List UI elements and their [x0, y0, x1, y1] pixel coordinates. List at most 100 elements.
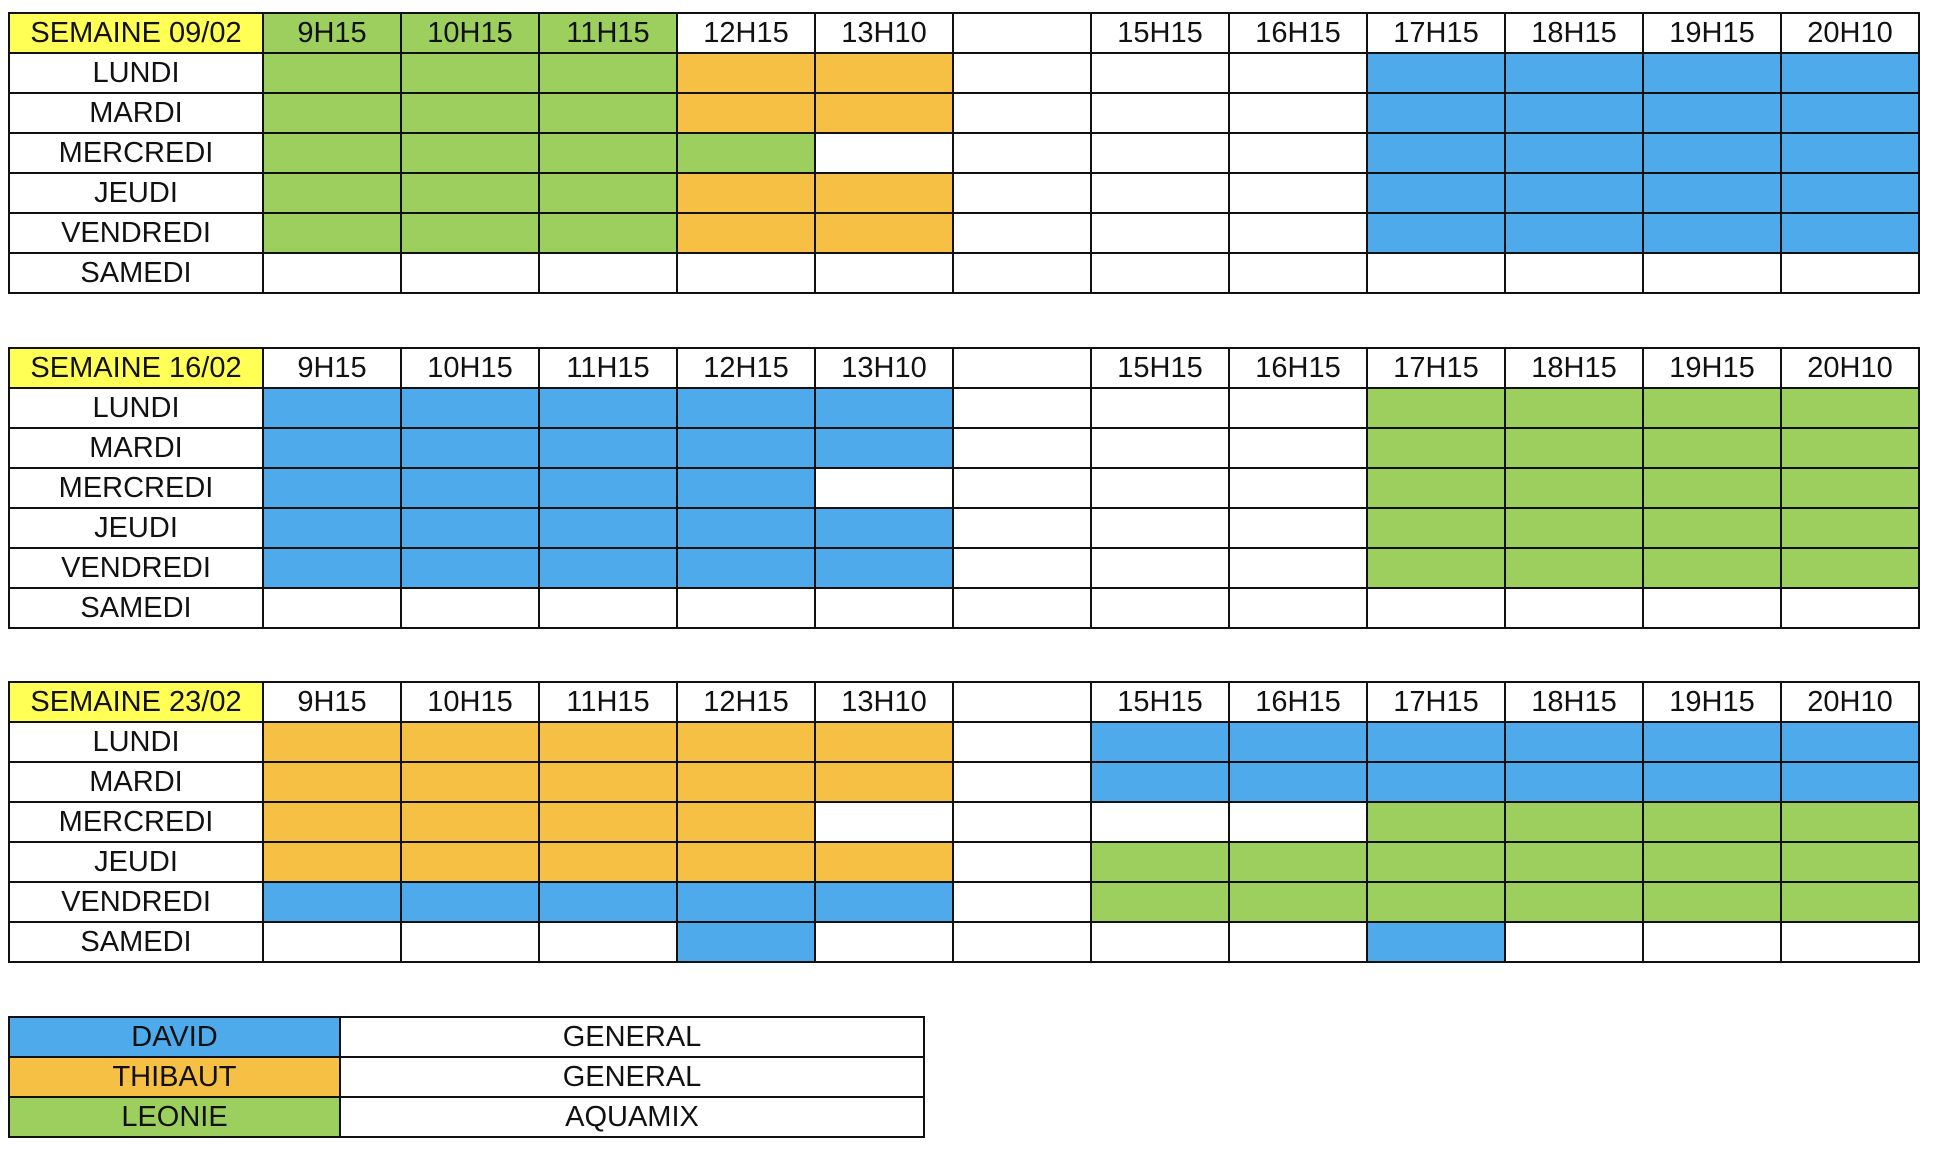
slot-cell [1780, 547, 1920, 589]
slot-cell [952, 427, 1092, 469]
day-label: SAMEDI [8, 921, 264, 963]
slot-cell [262, 841, 402, 883]
slot-cell [1090, 507, 1230, 549]
slot-cell [1090, 252, 1230, 294]
week-table: SEMAINE 09/02 9H15 10H15 11H15 12H15 13H10 15H… [8, 12, 1920, 294]
slot-cell [538, 212, 678, 254]
slot-cell [814, 52, 954, 94]
day-row: MERCREDI [8, 467, 1920, 509]
slot-cell [1642, 52, 1782, 94]
slot-cell [814, 132, 954, 174]
slot-cell [1366, 881, 1506, 923]
slot-cell [676, 427, 816, 469]
slot-cell [1780, 387, 1920, 429]
slot-cell [538, 761, 678, 803]
slot-cell [814, 921, 954, 963]
slot-cell [262, 427, 402, 469]
slot-cell [814, 427, 954, 469]
slot-cell [952, 507, 1092, 549]
slot-cell [952, 92, 1092, 134]
slot-cell [1642, 547, 1782, 589]
slot-cell [1504, 507, 1644, 549]
slot-cell [1642, 507, 1782, 549]
slot-cell [676, 547, 816, 589]
day-label: JEUDI [8, 841, 264, 883]
slot-cell [814, 467, 954, 509]
time-header: 19H15 [1642, 681, 1782, 723]
slot-cell [1228, 92, 1368, 134]
day-row: MARDI [8, 92, 1920, 134]
slot-cell [538, 52, 678, 94]
slot-cell [400, 921, 540, 963]
slot-cell [1642, 92, 1782, 134]
slot-cell [814, 881, 954, 923]
slot-cell [1504, 801, 1644, 843]
slot-cell [1228, 721, 1368, 763]
slot-cell [538, 172, 678, 214]
slot-cell [1090, 921, 1230, 963]
slot-cell [262, 172, 402, 214]
slot-cell [538, 801, 678, 843]
slot-cell [676, 507, 816, 549]
slot-cell [676, 721, 816, 763]
time-header: 10H15 [400, 12, 540, 54]
day-label: LUNDI [8, 721, 264, 763]
slot-cell [814, 212, 954, 254]
slot-cell [676, 387, 816, 429]
slot-cell [400, 547, 540, 589]
day-row: MERCREDI [8, 801, 1920, 843]
slot-cell [538, 427, 678, 469]
slot-cell [814, 547, 954, 589]
slot-cell [952, 252, 1092, 294]
slot-cell [676, 841, 816, 883]
slot-cell [400, 52, 540, 94]
slot-cell [262, 761, 402, 803]
slot-cell [262, 721, 402, 763]
day-row: VENDREDI [8, 881, 1920, 923]
slot-cell [262, 212, 402, 254]
slot-cell [538, 881, 678, 923]
slot-cell [400, 721, 540, 763]
time-header [952, 681, 1092, 723]
slot-cell [1366, 507, 1506, 549]
slot-cell [1642, 212, 1782, 254]
legend-role: AQUAMIX [339, 1096, 925, 1138]
slot-cell [676, 212, 816, 254]
slot-cell [1504, 132, 1644, 174]
slot-cell [1366, 252, 1506, 294]
slot-cell [262, 507, 402, 549]
slot-cell [400, 587, 540, 629]
slot-cell [952, 212, 1092, 254]
day-label: JEUDI [8, 507, 264, 549]
slot-cell [952, 547, 1092, 589]
day-label: MERCREDI [8, 801, 264, 843]
slot-cell [1504, 547, 1644, 589]
time-header: 15H15 [1090, 681, 1230, 723]
day-label: MARDI [8, 427, 264, 469]
day-row: LUNDI [8, 387, 1920, 429]
slot-cell [814, 761, 954, 803]
week-table: SEMAINE 23/02 9H15 10H15 11H15 12H15 13H10 15H… [8, 681, 1920, 963]
slot-cell [952, 761, 1092, 803]
slot-cell [952, 841, 1092, 883]
day-row: VENDREDI [8, 547, 1920, 589]
slot-cell [1090, 52, 1230, 94]
slot-cell [1780, 467, 1920, 509]
slot-cell [1366, 761, 1506, 803]
slot-cell [400, 881, 540, 923]
slot-cell [1366, 52, 1506, 94]
slot-cell [400, 172, 540, 214]
slot-cell [1090, 467, 1230, 509]
slot-cell [1366, 427, 1506, 469]
time-header: 9H15 [262, 681, 402, 723]
slot-cell [1228, 427, 1368, 469]
slot-cell [1090, 721, 1230, 763]
slot-cell [1642, 132, 1782, 174]
slot-cell [1366, 721, 1506, 763]
legend-role: GENERAL [339, 1056, 925, 1098]
slot-cell [1642, 921, 1782, 963]
slot-cell [952, 467, 1092, 509]
slot-cell [1366, 467, 1506, 509]
slot-cell [1090, 841, 1230, 883]
